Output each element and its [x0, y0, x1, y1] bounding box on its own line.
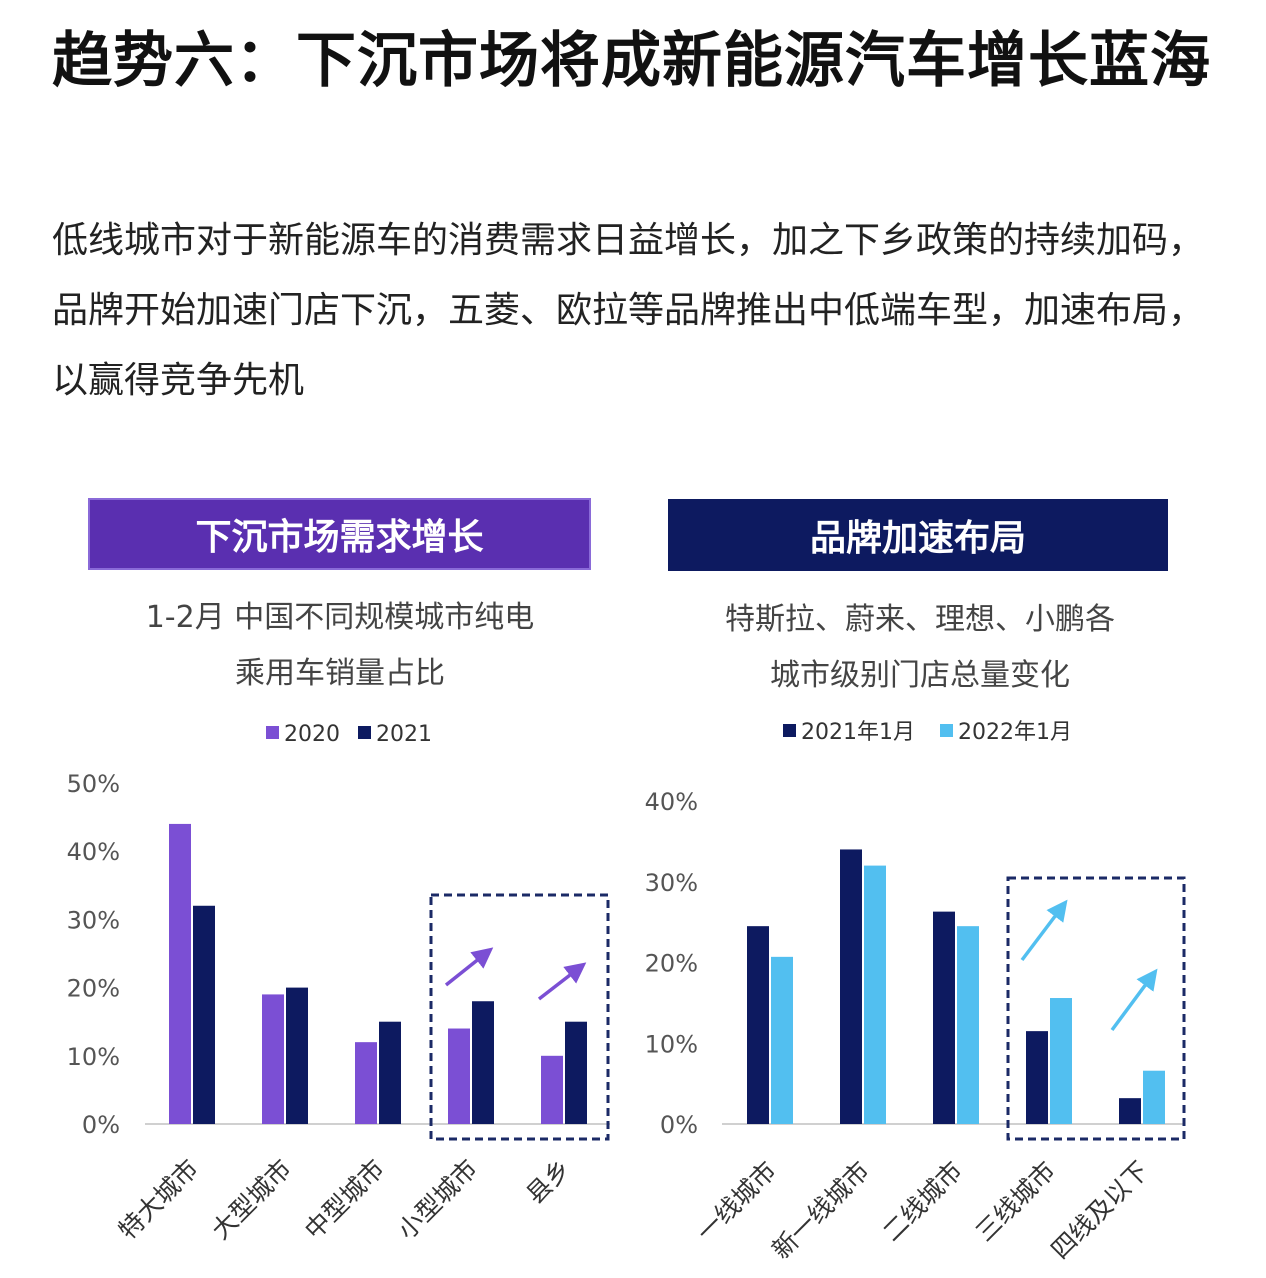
highlight-box	[429, 893, 610, 1141]
bar	[864, 865, 886, 1124]
x-category-label: 县乡	[520, 1154, 576, 1210]
x-category-label: 三线城市	[970, 1156, 1061, 1247]
y-tick-label: 30%	[67, 906, 120, 934]
highlight-box	[1006, 876, 1186, 1141]
left-panel-header: 下沉市场需求增长	[88, 498, 591, 570]
bar	[1026, 1031, 1048, 1124]
bar	[472, 1001, 494, 1124]
bar	[262, 994, 284, 1124]
bar	[355, 1042, 377, 1124]
bar	[541, 1055, 563, 1124]
bar	[169, 823, 191, 1124]
legend-label: 2022年1月	[958, 720, 1072, 745]
legend-swatch	[783, 724, 796, 737]
right-chart-title: 特斯拉、蔚来、理想、小鹏各 城市级别门店总量变化	[670, 592, 1170, 704]
x-category-label: 新一线城市	[766, 1156, 875, 1265]
y-tick-label: 10%	[67, 1043, 120, 1071]
x-category-label: 小型城市	[392, 1154, 483, 1245]
bar	[1119, 1098, 1141, 1124]
bar	[933, 911, 955, 1124]
y-tick-label: 0%	[660, 1111, 698, 1139]
bar	[747, 926, 769, 1124]
trend-arrow-icon	[444, 947, 494, 987]
y-tick-label: 0%	[82, 1111, 120, 1139]
x-category-label: 中型城市	[299, 1154, 390, 1245]
trend-arrow-icon	[537, 962, 587, 1001]
bar	[1143, 1070, 1165, 1124]
right-panel-header: 品牌加速布局	[668, 499, 1168, 571]
x-category-label: 四线及以下	[1045, 1156, 1154, 1265]
right-chart-title-line1: 特斯拉、蔚来、理想、小鹏各	[725, 602, 1115, 637]
bar	[957, 926, 979, 1124]
y-tick-label: 50%	[67, 770, 120, 798]
intro-paragraph: 低线城市对于新能源车的消费需求日益增长，加之下乡政策的持续加码，品牌开始加速门店…	[52, 220, 1205, 401]
y-tick-label: 20%	[67, 975, 120, 1003]
legend-swatch	[358, 726, 371, 739]
x-category-label: 二线城市	[877, 1156, 968, 1247]
chart-1: 0% 10% 20% 30% 40% 50% 2020 2021 特大城市 大型城市 中型城市 小型城…	[67, 722, 610, 1245]
y-tick-label: 40%	[645, 788, 698, 816]
left-chart-title-line2: 乘用车销量占比	[235, 656, 445, 691]
y-tick-label: 10%	[645, 1030, 698, 1058]
bar	[840, 849, 862, 1124]
left-chart-title: 1-2月 中国不同规模城市纯电 乘用车销量占比	[90, 590, 590, 702]
trend-arrow-icon	[1020, 899, 1068, 962]
y-tick-label: 40%	[67, 838, 120, 866]
y-tick-label: 20%	[645, 950, 698, 978]
bar	[448, 1028, 470, 1124]
x-category-label: 一线城市	[691, 1156, 782, 1247]
bar	[286, 987, 308, 1124]
legend-label: 2021	[376, 722, 432, 747]
bar	[771, 956, 793, 1124]
right-chart-title-line2: 城市级别门店总量变化	[770, 658, 1070, 693]
legend-swatch	[940, 724, 953, 737]
x-category-label: 大型城市	[206, 1154, 297, 1245]
trend-arrow-icon	[1110, 968, 1158, 1032]
bar	[1050, 998, 1072, 1124]
x-category-label: 特大城市	[113, 1154, 204, 1245]
bar	[193, 905, 215, 1124]
left-chart-title-line1: 1-2月 中国不同规模城市纯电	[145, 600, 535, 635]
legend-label: 2020	[284, 722, 340, 747]
legend-swatch	[266, 726, 279, 739]
page-title: 趋势六：下沉市场将成新能源汽车增长蓝海	[52, 26, 1211, 96]
bar	[565, 1021, 587, 1124]
y-tick-label: 30%	[645, 869, 698, 897]
legend-label: 2021年1月	[801, 720, 915, 745]
bar	[379, 1021, 401, 1124]
